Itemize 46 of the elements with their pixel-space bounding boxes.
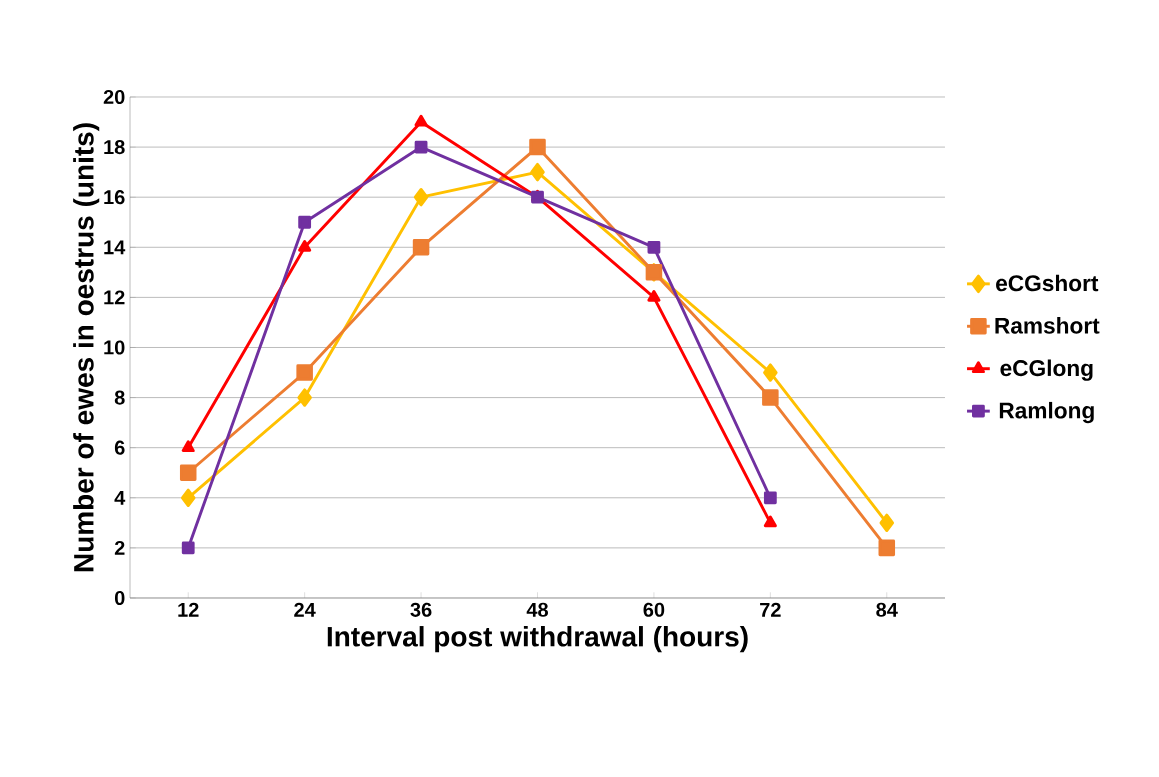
point xyxy=(298,215,312,229)
y-tick-label: 10 xyxy=(104,340,125,355)
y-tick-label: 16 xyxy=(104,190,125,205)
y-tick-label: 2 xyxy=(114,540,125,555)
x-axis-title: Interval post withdrawal (hours) xyxy=(327,626,748,653)
y-tick-label: 12 xyxy=(104,290,125,305)
point xyxy=(296,364,313,381)
y-tick-label: 8 xyxy=(114,390,125,405)
point xyxy=(878,539,896,557)
x-tick-label: 24 xyxy=(294,602,316,617)
legend-label: eCGlong xyxy=(1000,359,1093,381)
legend-label: Ramlong xyxy=(999,401,1094,424)
y-tick-label: 4 xyxy=(114,490,126,505)
point xyxy=(179,464,197,481)
point xyxy=(879,513,895,533)
point xyxy=(181,541,195,555)
point xyxy=(529,138,546,156)
point xyxy=(180,488,196,507)
y-tick-label: 20 xyxy=(103,89,125,105)
x-tick-label: 60 xyxy=(643,602,665,617)
point xyxy=(414,140,428,154)
point xyxy=(298,239,312,252)
legend-label: eCGshort xyxy=(996,274,1099,292)
point xyxy=(412,239,430,256)
point xyxy=(181,440,195,453)
point xyxy=(414,114,428,127)
x-tick-label: 84 xyxy=(876,602,898,617)
x-tick-label: 48 xyxy=(526,602,548,617)
point xyxy=(297,388,312,407)
point xyxy=(763,491,777,505)
x-tick-label: 12 xyxy=(178,602,199,617)
point xyxy=(762,389,779,406)
x-tick-label: 72 xyxy=(760,602,781,617)
point xyxy=(763,515,777,528)
point xyxy=(647,240,661,254)
point xyxy=(530,162,545,182)
point xyxy=(413,187,429,207)
y-tick-label: 14 xyxy=(104,240,126,255)
legend-label: Ramshort xyxy=(995,317,1100,334)
point xyxy=(647,290,661,302)
x-tick-label: 36 xyxy=(410,602,432,617)
y-axis-title: Number of ewes in oestrus (units) xyxy=(73,123,100,572)
y-tick-label: 0 xyxy=(114,590,125,606)
y-tick-label: 18 xyxy=(104,140,125,155)
point xyxy=(763,363,778,382)
y-tick-label: 6 xyxy=(114,440,125,455)
